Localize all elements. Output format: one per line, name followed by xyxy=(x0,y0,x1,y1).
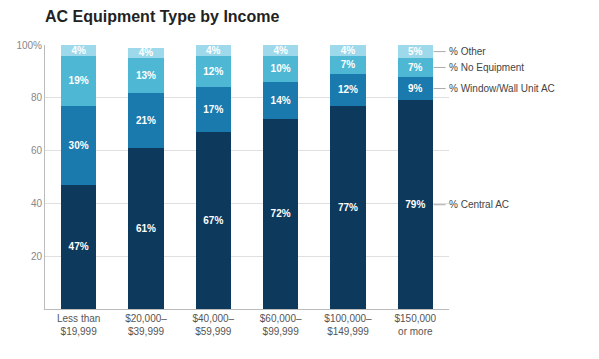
svg-text:72%: 72% xyxy=(271,208,291,219)
svg-text:19%: 19% xyxy=(69,75,89,86)
svg-text:$100,000–$149,999: $100,000–$149,999 xyxy=(324,313,372,337)
svg-text:67%: 67% xyxy=(203,215,223,226)
svg-text:17%: 17% xyxy=(203,104,223,115)
svg-text:4%: 4% xyxy=(206,45,221,56)
svg-text:77%: 77% xyxy=(338,202,358,213)
svg-text:9%: 9% xyxy=(408,83,423,94)
svg-text:7%: 7% xyxy=(341,59,356,70)
svg-text:4%: 4% xyxy=(139,47,154,58)
svg-text:$60,000–$99,999: $60,000–$99,999 xyxy=(260,313,302,337)
svg-text:61%: 61% xyxy=(136,223,156,234)
svg-text:$150,000or more: $150,000or more xyxy=(394,313,436,337)
svg-text:79%: 79% xyxy=(405,199,425,210)
svg-text:13%: 13% xyxy=(136,70,156,81)
svg-text:7%: 7% xyxy=(408,62,423,73)
svg-text:47%: 47% xyxy=(69,241,89,252)
svg-text:30%: 30% xyxy=(69,140,89,151)
svg-text:% Window/Wall Unit AC: % Window/Wall Unit AC xyxy=(449,83,555,94)
svg-text:AC Equipment Type by Income: AC Equipment Type by Income xyxy=(45,8,280,25)
svg-text:4%: 4% xyxy=(273,45,288,56)
svg-text:12%: 12% xyxy=(338,84,358,95)
svg-text:% Other: % Other xyxy=(449,46,486,57)
svg-text:5%: 5% xyxy=(408,46,423,57)
svg-text:21%: 21% xyxy=(136,115,156,126)
svg-text:20: 20 xyxy=(31,251,43,262)
svg-text:% No Equipment: % No Equipment xyxy=(449,62,524,73)
svg-text:14%: 14% xyxy=(271,95,291,106)
svg-text:12%: 12% xyxy=(203,66,223,77)
svg-text:60: 60 xyxy=(31,145,43,156)
svg-text:80: 80 xyxy=(31,92,43,103)
svg-text:% Central AC: % Central AC xyxy=(449,199,509,210)
svg-text:4%: 4% xyxy=(71,45,86,56)
svg-text:40: 40 xyxy=(31,198,43,209)
svg-text:100%: 100% xyxy=(16,40,42,51)
svg-text:4%: 4% xyxy=(341,45,356,56)
svg-text:10%: 10% xyxy=(271,63,291,74)
svg-text:$40,000–$59,999: $40,000–$59,999 xyxy=(192,313,234,337)
svg-text:$20,000–$39,999: $20,000–$39,999 xyxy=(125,313,167,337)
svg-text:Less than$19,999: Less than$19,999 xyxy=(57,313,100,337)
